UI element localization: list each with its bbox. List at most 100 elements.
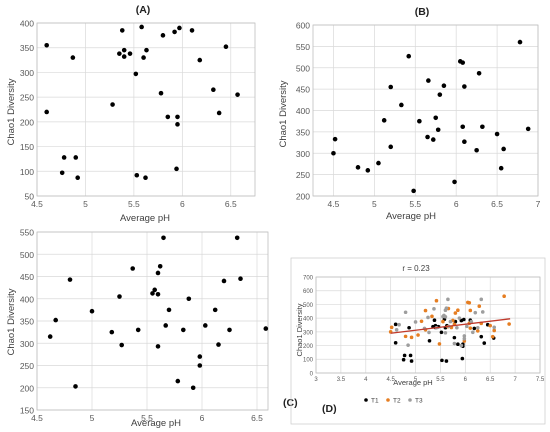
data-point-series-3 xyxy=(443,331,448,335)
panel-d-frame xyxy=(290,257,546,425)
data-point xyxy=(376,160,381,166)
x-tick-label: 4.5 xyxy=(386,377,395,383)
data-point-series-3 xyxy=(462,334,467,338)
plot-frame xyxy=(36,22,256,197)
data-point-series-3 xyxy=(406,343,410,347)
data-point-series-3 xyxy=(432,307,436,311)
data-point-series-3 xyxy=(475,325,480,330)
legend-marker-t2 xyxy=(386,398,390,402)
y-tick-label: 350 xyxy=(20,317,34,327)
data-point xyxy=(130,266,135,271)
data-point-series-1 xyxy=(432,318,437,323)
y-tick-label: 450 xyxy=(20,272,34,282)
data-point xyxy=(165,114,171,120)
data-point-series-3 xyxy=(394,328,399,332)
data-point-series-2 xyxy=(423,308,428,313)
data-point xyxy=(216,342,221,347)
data-point-series-1 xyxy=(401,357,406,362)
x-tick-label: 6.5 xyxy=(491,199,503,209)
data-point-series-2 xyxy=(419,319,424,324)
legend-marker-t1 xyxy=(364,398,368,402)
y-tick-label: 150 xyxy=(20,142,34,152)
data-point-series-1 xyxy=(452,335,457,340)
x-tick-label: 6 xyxy=(180,199,185,209)
data-point xyxy=(186,296,192,302)
data-point-series-2 xyxy=(389,325,394,330)
data-point-series-2 xyxy=(437,342,442,346)
data-point xyxy=(221,278,227,284)
data-point xyxy=(426,78,431,83)
trendline xyxy=(390,318,511,334)
data-point xyxy=(121,47,127,53)
data-point xyxy=(117,51,122,56)
x-tick-label: 4.5 xyxy=(31,199,43,209)
data-point-series-2 xyxy=(409,335,414,340)
y-tick-label: 50 xyxy=(25,192,35,202)
y-tick-label: 300 xyxy=(303,330,314,336)
data-point-series-1 xyxy=(472,326,477,331)
x-tick-label: 6 xyxy=(454,199,459,209)
y-tick-label: 450 xyxy=(296,85,310,95)
y-tick-label: 300 xyxy=(296,149,310,159)
data-point xyxy=(110,102,115,107)
panel-a-label: (A) xyxy=(136,4,151,16)
data-point xyxy=(161,235,166,241)
y-tick-label: 200 xyxy=(303,344,314,350)
data-point-series-2 xyxy=(468,326,473,330)
data-point xyxy=(155,292,161,297)
y-tick-label: 250 xyxy=(20,93,34,103)
data-point xyxy=(53,317,58,323)
y-tick-label: 700 xyxy=(303,275,314,281)
data-point-series-3 xyxy=(459,343,464,348)
panel-a: 4.5 5 5.5 6 6.5 50 100 150 200 250 300 350 400 (A) A… xyxy=(6,4,256,224)
data-point xyxy=(494,131,500,137)
data-point xyxy=(460,60,466,65)
panel-d-plot: 3 3.5 4 4.5 5 5.5 6 6.5 7 7.5 0 100 200 300 400 500 600 7… xyxy=(303,275,545,383)
panel-b-plot: 4.5 5 5.5 6 6.5 7 200 250 300 350 400 450 500 550 600 xyxy=(296,21,541,210)
data-point xyxy=(172,29,177,35)
y-tick-label: 600 xyxy=(296,21,310,31)
data-point-series-3 xyxy=(471,330,475,335)
data-point xyxy=(133,71,139,77)
y-tick-label: 550 xyxy=(296,42,310,52)
data-point xyxy=(109,329,115,335)
data-point xyxy=(189,28,195,33)
data-point xyxy=(127,51,133,56)
panel-d-ylabel: Chao1 Diversity xyxy=(295,303,304,356)
data-point xyxy=(177,25,182,31)
data-point xyxy=(119,342,124,348)
data-point-series-2 xyxy=(441,319,445,324)
x-tick-label: 7 xyxy=(513,377,517,383)
x-tick-label: 5 xyxy=(372,199,377,209)
data-point xyxy=(234,235,240,241)
data-point xyxy=(388,144,394,150)
x-tick-label: 6.5 xyxy=(486,377,495,383)
data-point-series-1 xyxy=(460,356,465,361)
data-point-series-3 xyxy=(457,316,462,320)
data-point xyxy=(139,24,144,30)
panel-b-label: (B) xyxy=(415,6,430,18)
data-point xyxy=(381,118,387,123)
panel-b-ylabel: Chao1 Diversity xyxy=(278,80,289,147)
y-tick-label: 200 xyxy=(20,117,34,127)
data-point xyxy=(61,155,67,160)
x-tick-label: 4 xyxy=(364,377,368,383)
data-point xyxy=(462,84,467,89)
y-tick-label: 400 xyxy=(303,317,314,323)
legend-label-t2: T2 xyxy=(393,398,401,405)
data-point xyxy=(452,179,457,185)
data-point-series-3 xyxy=(427,330,431,335)
data-point-series-1 xyxy=(462,317,466,322)
data-point xyxy=(190,385,196,391)
x-tick-label: 6.5 xyxy=(225,199,237,209)
data-point xyxy=(517,39,523,45)
data-point-series-1 xyxy=(409,359,414,363)
data-point xyxy=(430,137,436,142)
panel-d-label: (D) xyxy=(322,403,337,415)
data-point xyxy=(211,87,216,93)
data-point xyxy=(155,270,161,276)
data-point xyxy=(160,33,166,38)
y-tick-label: 0 xyxy=(310,371,314,377)
data-point xyxy=(89,308,95,314)
